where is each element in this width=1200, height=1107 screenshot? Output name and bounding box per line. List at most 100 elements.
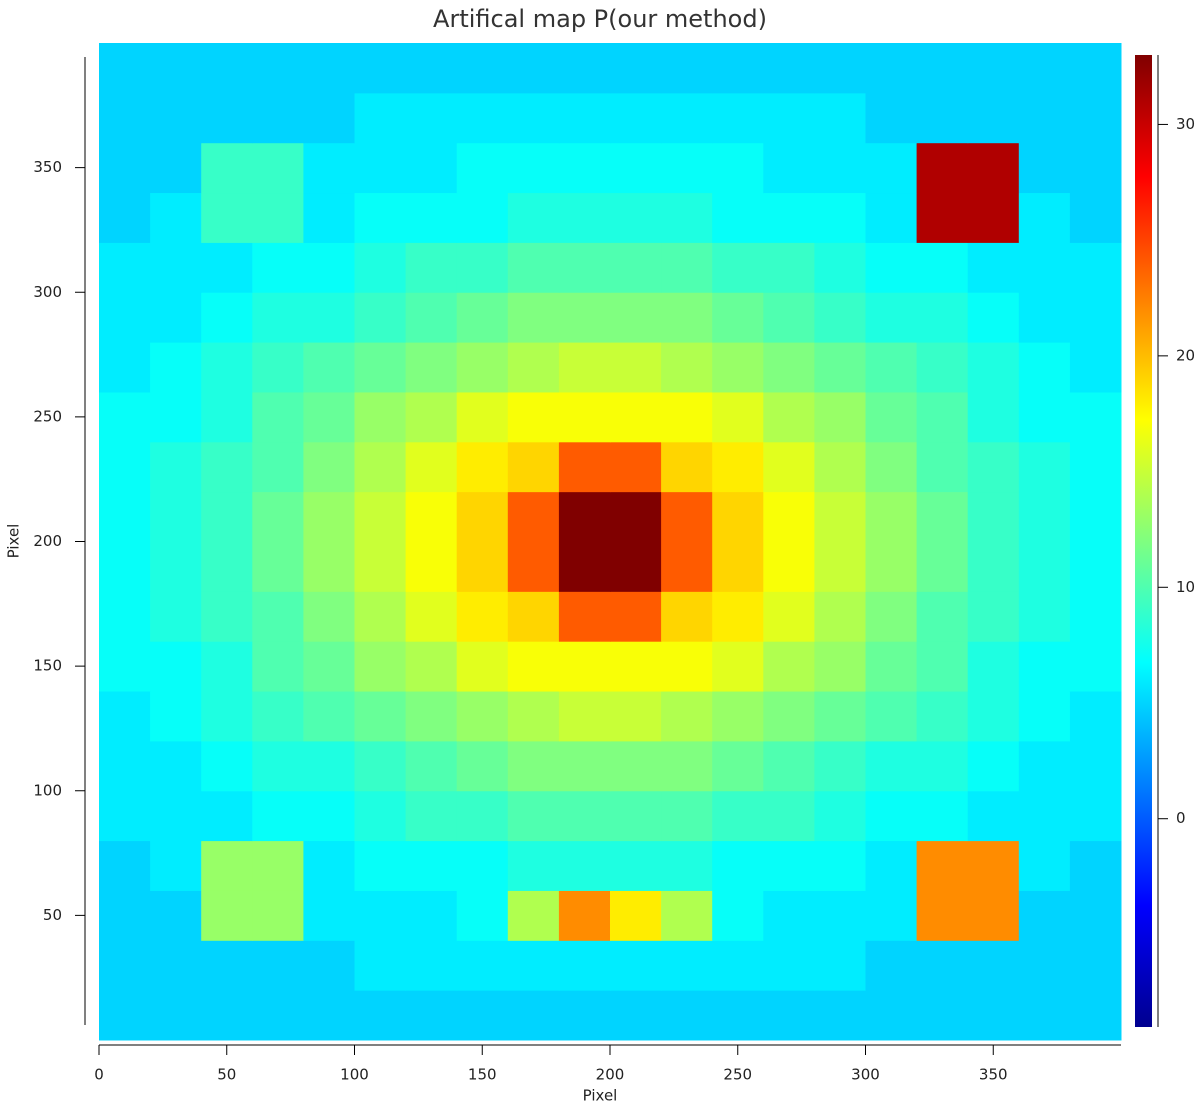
heatmap-cell bbox=[967, 890, 1020, 941]
heatmap-cell bbox=[150, 391, 202, 443]
heatmap-cell bbox=[763, 591, 815, 642]
heatmap-cell bbox=[456, 192, 509, 243]
heatmap-cell bbox=[201, 342, 253, 393]
heatmap-cell bbox=[967, 92, 1020, 144]
heatmap-cell bbox=[558, 292, 611, 343]
heatmap-cell bbox=[507, 491, 560, 542]
heatmap-cell bbox=[99, 840, 151, 891]
heatmap-cell bbox=[201, 491, 253, 542]
heatmap-cell bbox=[405, 591, 458, 642]
heatmap-cell bbox=[814, 641, 866, 692]
heatmap-cell bbox=[303, 990, 355, 1041]
heatmap-cell bbox=[712, 242, 764, 293]
heatmap-cell bbox=[1069, 142, 1122, 194]
heatmap-cell bbox=[507, 92, 560, 144]
heatmap-cell bbox=[865, 940, 918, 991]
heatmap-cell bbox=[99, 342, 151, 393]
heatmap-cell bbox=[661, 441, 713, 493]
heatmap-cell bbox=[712, 541, 764, 592]
heatmap-cell bbox=[558, 840, 611, 891]
colorbar-tick-label: 10 bbox=[1176, 578, 1195, 596]
heatmap-cell bbox=[507, 441, 560, 493]
heatmap-cell bbox=[865, 342, 918, 393]
heatmap-cell bbox=[814, 541, 866, 592]
heatmap-cell bbox=[865, 441, 918, 493]
heatmap-cell bbox=[661, 491, 713, 542]
heatmap-cell bbox=[303, 541, 355, 592]
heatmap bbox=[99, 43, 1122, 1041]
heatmap-cell bbox=[814, 92, 866, 144]
heatmap-cell bbox=[814, 691, 866, 742]
heatmap-cell bbox=[610, 292, 662, 343]
heatmap-cell bbox=[661, 740, 713, 792]
colorbar bbox=[1135, 55, 1152, 1027]
heatmap-cell bbox=[865, 691, 918, 742]
heatmap-cell bbox=[763, 292, 815, 343]
heatmap-cell bbox=[99, 92, 151, 144]
heatmap-cell bbox=[201, 591, 253, 642]
heatmap-cell bbox=[610, 940, 662, 991]
heatmap-cell bbox=[814, 840, 866, 891]
heatmap-cell bbox=[967, 342, 1020, 393]
heatmap-cell bbox=[1069, 292, 1122, 343]
heatmap-cell bbox=[865, 591, 918, 642]
heatmap-cell bbox=[916, 491, 969, 542]
heatmap-cell bbox=[150, 92, 202, 144]
x-tick-label: 300 bbox=[851, 1066, 880, 1084]
heatmap-cell bbox=[712, 641, 764, 692]
heatmap-cell bbox=[303, 292, 355, 343]
heatmap-cell bbox=[303, 790, 355, 842]
heatmap-cell bbox=[150, 840, 202, 891]
heatmap-cell bbox=[150, 43, 202, 94]
heatmap-cell bbox=[303, 840, 355, 891]
heatmap-cell bbox=[865, 790, 918, 842]
heatmap-cell bbox=[661, 940, 713, 991]
heatmap-cell bbox=[507, 242, 560, 293]
heatmap-cell bbox=[558, 391, 611, 443]
heatmap-cell bbox=[507, 391, 560, 443]
heatmap-cell bbox=[507, 940, 560, 991]
heatmap-cell bbox=[354, 292, 407, 343]
heatmap-cell bbox=[661, 43, 713, 94]
heatmap-cell bbox=[763, 641, 815, 692]
heatmap-cell bbox=[558, 740, 611, 792]
heatmap-cell bbox=[99, 192, 151, 243]
heatmap-cell bbox=[967, 292, 1020, 343]
heatmap-cell bbox=[712, 990, 764, 1041]
heatmap-cell bbox=[99, 541, 151, 592]
heatmap-cell bbox=[354, 591, 407, 642]
heatmap-cell bbox=[99, 391, 151, 443]
heatmap-cell bbox=[252, 142, 304, 194]
heatmap-cell bbox=[354, 541, 407, 592]
heatmap-cell bbox=[865, 292, 918, 343]
heatmap-cell bbox=[814, 940, 866, 991]
heatmap-cell bbox=[507, 342, 560, 393]
heatmap-cell bbox=[916, 391, 969, 443]
heatmap-cell bbox=[916, 641, 969, 692]
heatmap-cell bbox=[201, 691, 253, 742]
heatmap-cell bbox=[252, 740, 304, 792]
heatmap-cell bbox=[1069, 790, 1122, 842]
heatmap-cell bbox=[1069, 840, 1122, 891]
heatmap-cell bbox=[865, 391, 918, 443]
heatmap-cell bbox=[610, 242, 662, 293]
heatmap-cell bbox=[712, 342, 764, 393]
heatmap-cell bbox=[252, 840, 304, 891]
heatmap-cell bbox=[354, 940, 407, 991]
heatmap-cell bbox=[916, 790, 969, 842]
x-tick-label: 350 bbox=[979, 1066, 1008, 1084]
heatmap-cell bbox=[610, 142, 662, 194]
heatmap-cell bbox=[201, 990, 253, 1041]
heatmap-cell bbox=[967, 142, 1020, 194]
heatmap-cell bbox=[967, 242, 1020, 293]
heatmap-cell bbox=[201, 242, 253, 293]
heatmap-cell bbox=[916, 441, 969, 493]
heatmap-cell bbox=[252, 441, 304, 493]
heatmap-cell bbox=[150, 591, 202, 642]
heatmap-cell bbox=[661, 92, 713, 144]
heatmap-cell bbox=[865, 740, 918, 792]
heatmap-cell bbox=[967, 790, 1020, 842]
heatmap-cell bbox=[1018, 342, 1071, 393]
y-tick-label: 150 bbox=[33, 657, 62, 675]
